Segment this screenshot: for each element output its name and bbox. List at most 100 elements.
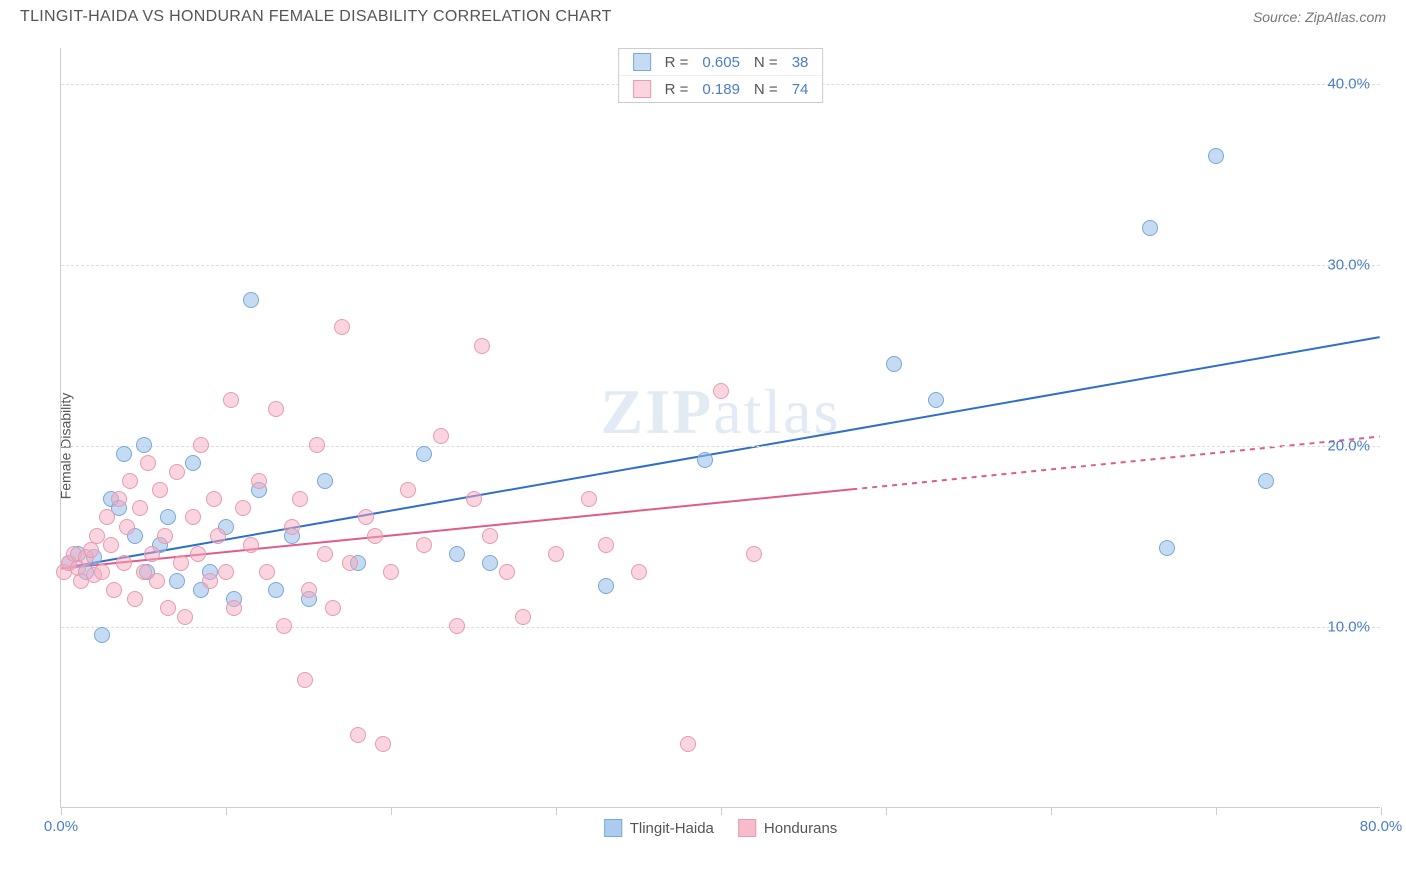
scatter-point: [116, 446, 132, 462]
scatter-point: [284, 519, 300, 535]
scatter-point: [325, 600, 341, 616]
gridline: [61, 446, 1380, 447]
scatter-point: [334, 319, 350, 335]
x-tick: [61, 807, 62, 815]
scatter-point: [202, 573, 218, 589]
scatter-point: [1142, 220, 1158, 236]
scatter-point: [160, 600, 176, 616]
scatter-point: [598, 578, 614, 594]
scatter-point: [210, 528, 226, 544]
scatter-point: [416, 446, 432, 462]
legend-r-label: R =: [665, 81, 689, 98]
scatter-point: [169, 464, 185, 480]
legend-n-label: N =: [754, 54, 778, 71]
legend-swatch: [738, 819, 756, 837]
scatter-point: [400, 482, 416, 498]
legend-label: Hondurans: [764, 820, 837, 837]
scatter-point: [99, 509, 115, 525]
x-tick: [556, 807, 557, 815]
scatter-point: [482, 528, 498, 544]
scatter-point: [317, 546, 333, 562]
scatter-point: [235, 500, 251, 516]
legend-swatch: [633, 53, 651, 71]
scatter-point: [367, 528, 383, 544]
scatter-point: [713, 383, 729, 399]
legend-r-value: 0.189: [702, 81, 740, 98]
scatter-point: [515, 609, 531, 625]
scatter-point: [111, 491, 127, 507]
scatter-chart: ZIPatlas R =0.605N =38R =0.189N =74 Tlin…: [60, 48, 1380, 808]
legend-swatch: [633, 80, 651, 98]
scatter-point: [119, 519, 135, 535]
x-tick: [391, 807, 392, 815]
y-tick-label: 10.0%: [1327, 619, 1370, 636]
scatter-point: [375, 736, 391, 752]
scatter-point: [631, 564, 647, 580]
scatter-point: [226, 600, 242, 616]
legend-swatch: [604, 819, 622, 837]
scatter-point: [449, 618, 465, 634]
scatter-point: [474, 338, 490, 354]
legend-label: Tlingit-Haida: [630, 820, 714, 837]
scatter-point: [746, 546, 762, 562]
scatter-point: [206, 491, 222, 507]
scatter-point: [1208, 148, 1224, 164]
scatter-point: [160, 509, 176, 525]
chart-title: TLINGIT-HAIDA VS HONDURAN FEMALE DISABIL…: [20, 8, 612, 26]
source-attribution: Source: ZipAtlas.com: [1253, 9, 1386, 25]
scatter-point: [259, 564, 275, 580]
scatter-point: [190, 546, 206, 562]
correlation-legend: R = 0.605 N = 38 R = 0.189 N = 74: [618, 48, 824, 103]
scatter-point: [680, 736, 696, 752]
legend-n-value: 38: [792, 54, 809, 71]
scatter-point: [297, 672, 313, 688]
legend-n-label: N =: [754, 81, 778, 98]
scatter-point: [383, 564, 399, 580]
scatter-point: [598, 537, 614, 553]
scatter-point: [106, 582, 122, 598]
x-tick: [1381, 807, 1382, 815]
scatter-point: [1159, 540, 1175, 556]
scatter-point: [83, 542, 99, 558]
scatter-point: [144, 546, 160, 562]
scatter-point: [103, 537, 119, 553]
scatter-point: [449, 546, 465, 562]
gridline: [61, 627, 1380, 628]
scatter-point: [581, 491, 597, 507]
scatter-point: [482, 555, 498, 571]
y-tick-label: 40.0%: [1327, 76, 1370, 93]
scatter-point: [243, 537, 259, 553]
scatter-point: [169, 573, 185, 589]
x-tick: [1216, 807, 1217, 815]
scatter-point: [309, 437, 325, 453]
legend-row: R = 0.605 N = 38: [619, 49, 823, 75]
scatter-point: [140, 455, 156, 471]
scatter-point: [251, 473, 267, 489]
scatter-point: [193, 437, 209, 453]
scatter-point: [157, 528, 173, 544]
legend-item: Hondurans: [738, 819, 837, 837]
scatter-point: [223, 392, 239, 408]
scatter-point: [292, 491, 308, 507]
x-tick-label: 0.0%: [44, 818, 78, 835]
scatter-point: [136, 437, 152, 453]
scatter-point: [276, 618, 292, 634]
scatter-point: [177, 609, 193, 625]
scatter-point: [301, 582, 317, 598]
scatter-point: [127, 591, 143, 607]
scatter-point: [116, 555, 132, 571]
legend-n-value: 74: [792, 81, 809, 98]
scatter-point: [152, 482, 168, 498]
scatter-point: [94, 627, 110, 643]
scatter-point: [697, 452, 713, 468]
scatter-point: [218, 564, 234, 580]
legend-r-value: 0.605: [702, 54, 740, 71]
x-tick-label: 80.0%: [1360, 818, 1403, 835]
series-legend: Tlingit-Haida Hondurans: [604, 819, 838, 837]
legend-r-label: R =: [665, 54, 689, 71]
trend-lines: [61, 48, 1380, 807]
scatter-point: [185, 509, 201, 525]
scatter-point: [499, 564, 515, 580]
scatter-point: [433, 428, 449, 444]
scatter-point: [149, 573, 165, 589]
